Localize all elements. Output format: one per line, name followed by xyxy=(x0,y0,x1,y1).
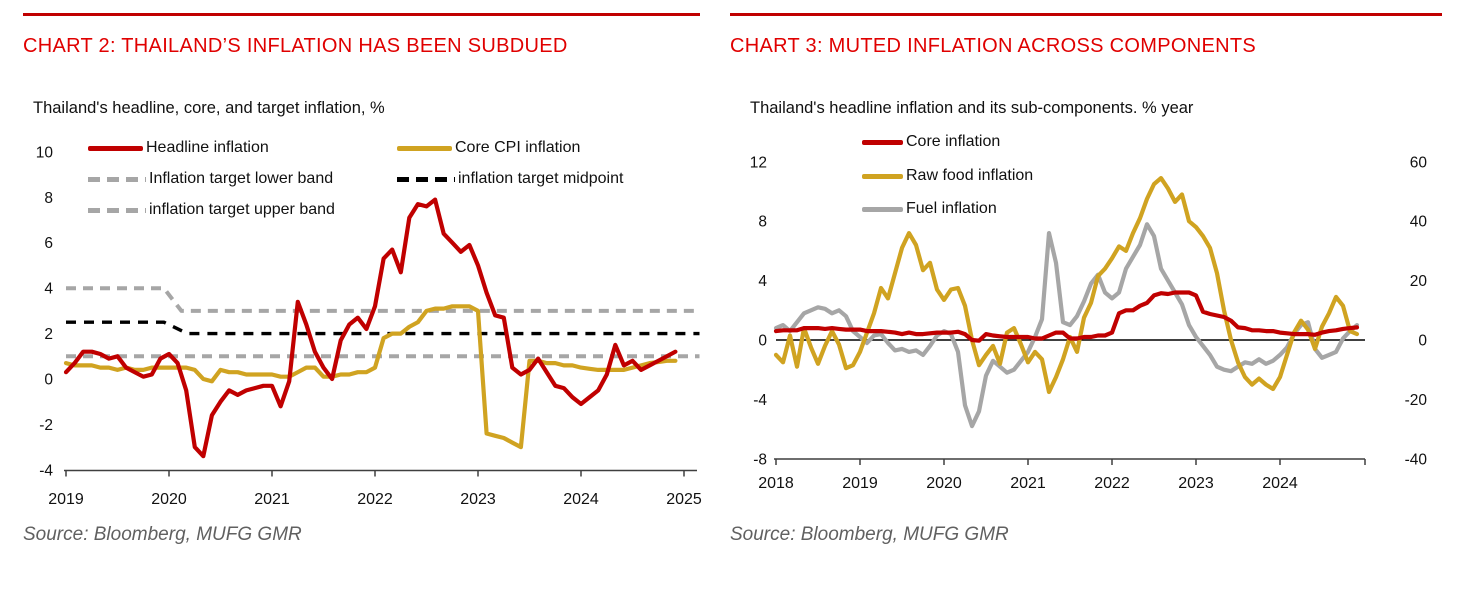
chart2-title: CHART 2: THAILAND’S INFLATION HAS BEEN S… xyxy=(23,35,568,57)
legend-label: Inflation target lower band xyxy=(149,170,334,187)
chart3-source: Source: Bloomberg, MUFG GMR xyxy=(730,524,1009,545)
legend-label: Core inflation xyxy=(906,133,1001,150)
legend-label: inflation target upper band xyxy=(149,201,335,218)
chart3-subtitle: Thailand's headline inflation and its su… xyxy=(750,99,1194,117)
legend-item-core-inflation: Core inflation xyxy=(862,132,1000,152)
chart3-top-rule xyxy=(730,13,1442,16)
chart2-source: Source: Bloomberg, MUFG GMR xyxy=(23,524,302,545)
legend-item-inflation-target-lower-band: Inflation target lower band xyxy=(88,169,333,189)
legend-item-raw-food-inflation: Raw food inflation xyxy=(862,166,1033,186)
legend-swatch xyxy=(862,139,903,145)
legend-swatch xyxy=(88,207,146,213)
legend-label: Fuel inflation xyxy=(906,200,997,217)
legend-label: Raw food inflation xyxy=(906,167,1034,184)
chart2-top-rule xyxy=(23,13,700,16)
legend-item-inflation-target-upper-band: inflation target upper band xyxy=(88,200,335,220)
chart3-title: CHART 3: MUTED INFLATION ACROSS COMPONEN… xyxy=(730,35,1256,57)
legend-item-inflation-target-midpoint: inflation target midpoint xyxy=(397,169,623,189)
legend-swatch xyxy=(397,176,455,182)
chart2-subtitle: Thailand's headline, core, and target in… xyxy=(33,99,385,117)
legend-label: inflation target midpoint xyxy=(458,170,624,187)
legend-item-core-cpi-inflation: Core CPI inflation xyxy=(397,138,580,158)
chart2-panel: CHART 2: THAILAND’S INFLATION HAS BEEN S… xyxy=(23,0,700,591)
legend-item-headline-inflation: Headline inflation xyxy=(88,138,269,158)
legend-label: Headline inflation xyxy=(146,139,269,156)
legend-swatch xyxy=(88,176,146,182)
legend-swatch xyxy=(862,206,903,212)
legend-swatch xyxy=(88,145,143,151)
legend-swatch xyxy=(397,145,452,151)
chart3-panel: CHART 3: MUTED INFLATION ACROSS COMPONEN… xyxy=(730,0,1442,591)
legend-label: Core CPI inflation xyxy=(455,139,581,156)
legend-swatch xyxy=(862,173,903,179)
legend-item-fuel-inflation: Fuel inflation xyxy=(862,199,997,219)
